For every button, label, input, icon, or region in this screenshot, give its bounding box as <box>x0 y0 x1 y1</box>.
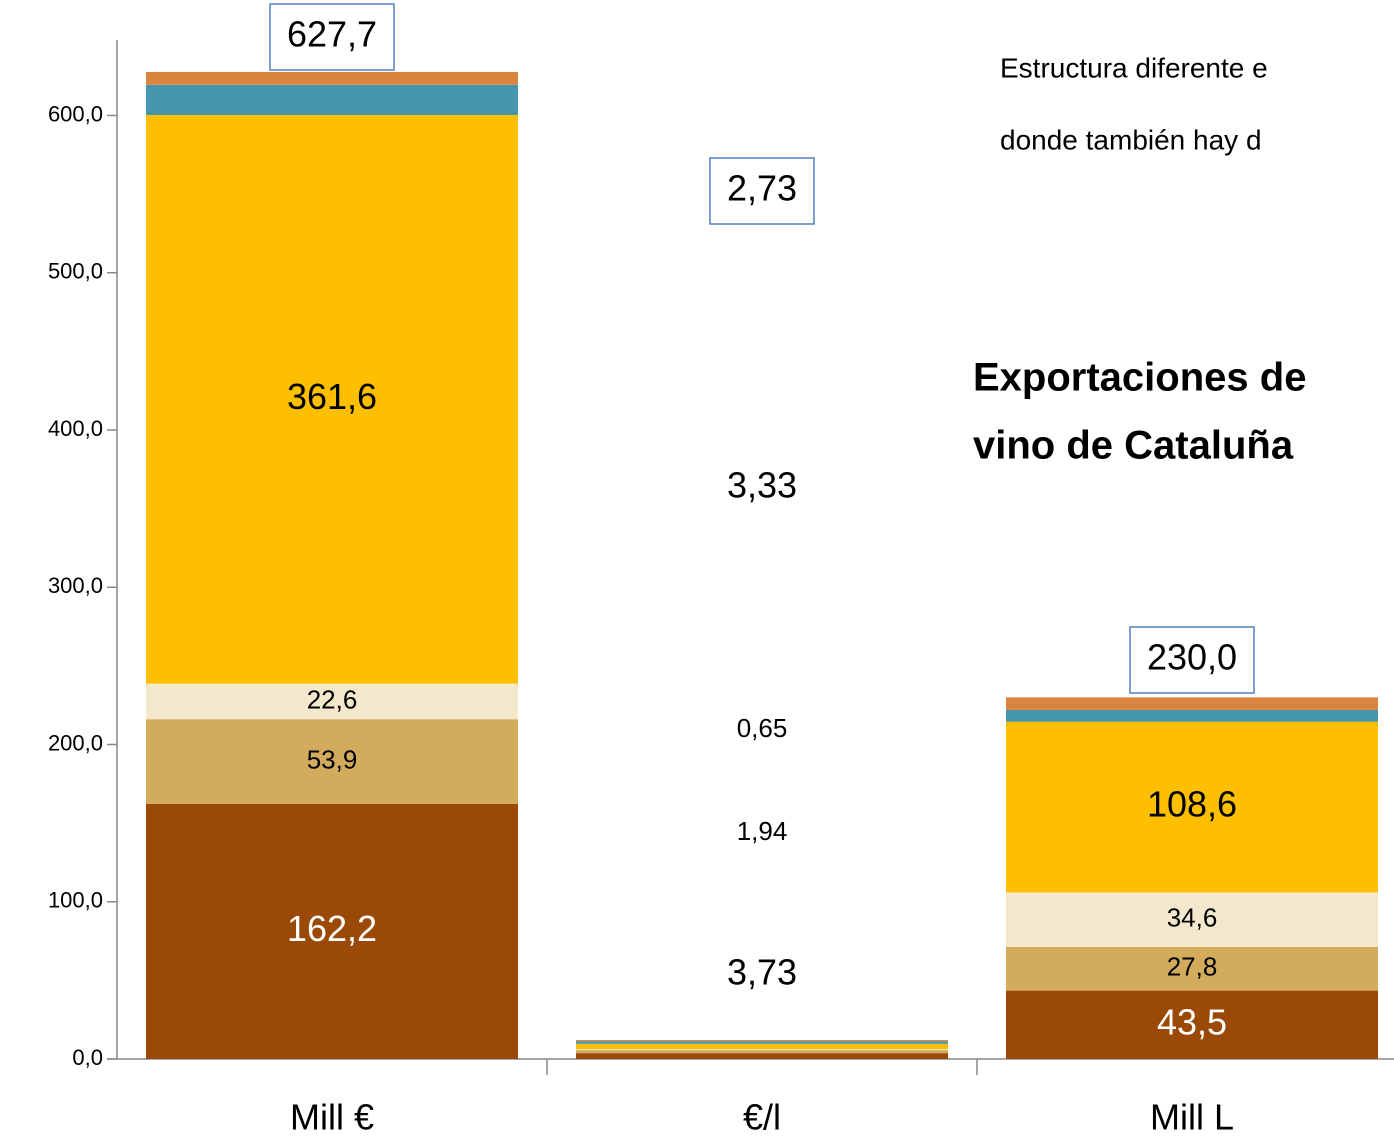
x-tick-label: Mill L <box>1150 1097 1234 1138</box>
bar-segment <box>1006 990 1378 1059</box>
bar-segment <box>1006 709 1378 722</box>
total-box <box>269 3 395 71</box>
annotation: donde también hay d <box>1000 124 1262 155</box>
bar-segment <box>146 683 518 720</box>
bar-segment <box>146 71 518 85</box>
value-label: 3,73 <box>727 952 797 993</box>
bar-segment <box>1006 946 1378 991</box>
bar-segment <box>576 1043 948 1050</box>
bar-segment <box>146 115 518 684</box>
y-tick-label: 600,0 <box>48 101 103 126</box>
bar-segment <box>146 719 518 804</box>
total-label: 2,73 <box>727 168 797 209</box>
value-label: 34,6 <box>1167 903 1218 933</box>
y-tick-label: 300,0 <box>48 573 103 598</box>
bar-segment <box>1006 892 1378 947</box>
bar-segment <box>576 1050 948 1054</box>
total-box <box>709 157 815 225</box>
value-label: 22,6 <box>307 684 358 714</box>
total-label: 230,0 <box>1147 637 1237 678</box>
bar-segment <box>146 84 518 116</box>
y-tick-label: 0,0 <box>72 1045 103 1070</box>
y-tick-label: 500,0 <box>48 259 103 284</box>
value-label: 3,33 <box>727 465 797 506</box>
x-tick-label: Mill € <box>290 1097 374 1138</box>
bar-segment <box>576 1049 948 1051</box>
annotation: Estructura diferente e <box>1000 52 1268 83</box>
chart-title: Exportaciones de <box>973 356 1306 400</box>
value-label: 162,2 <box>287 908 377 949</box>
value-label: 361,6 <box>287 376 377 417</box>
bar-segment <box>146 803 518 1059</box>
value-label: 108,6 <box>1147 784 1237 825</box>
y-tick-label: 100,0 <box>48 888 103 913</box>
total-label: 627,7 <box>287 14 377 55</box>
y-tick-label: 400,0 <box>48 416 103 441</box>
bar-segment <box>576 1040 948 1042</box>
x-tick-label: €/l <box>743 1097 781 1138</box>
total-box <box>1129 626 1255 694</box>
value-label: 43,5 <box>1157 1001 1227 1042</box>
value-label: 27,8 <box>1167 952 1218 982</box>
value-label: 0,65 <box>737 713 788 743</box>
bar-segment <box>576 1041 948 1044</box>
y-tick-label: 200,0 <box>48 730 103 755</box>
bar-segment <box>1006 721 1378 893</box>
bar-segment <box>576 1053 948 1059</box>
value-label: 53,9 <box>307 744 358 774</box>
bar-segment <box>1006 697 1378 710</box>
chart-title: vino de Cataluña <box>973 424 1294 468</box>
value-label: 1,94 <box>737 816 788 846</box>
